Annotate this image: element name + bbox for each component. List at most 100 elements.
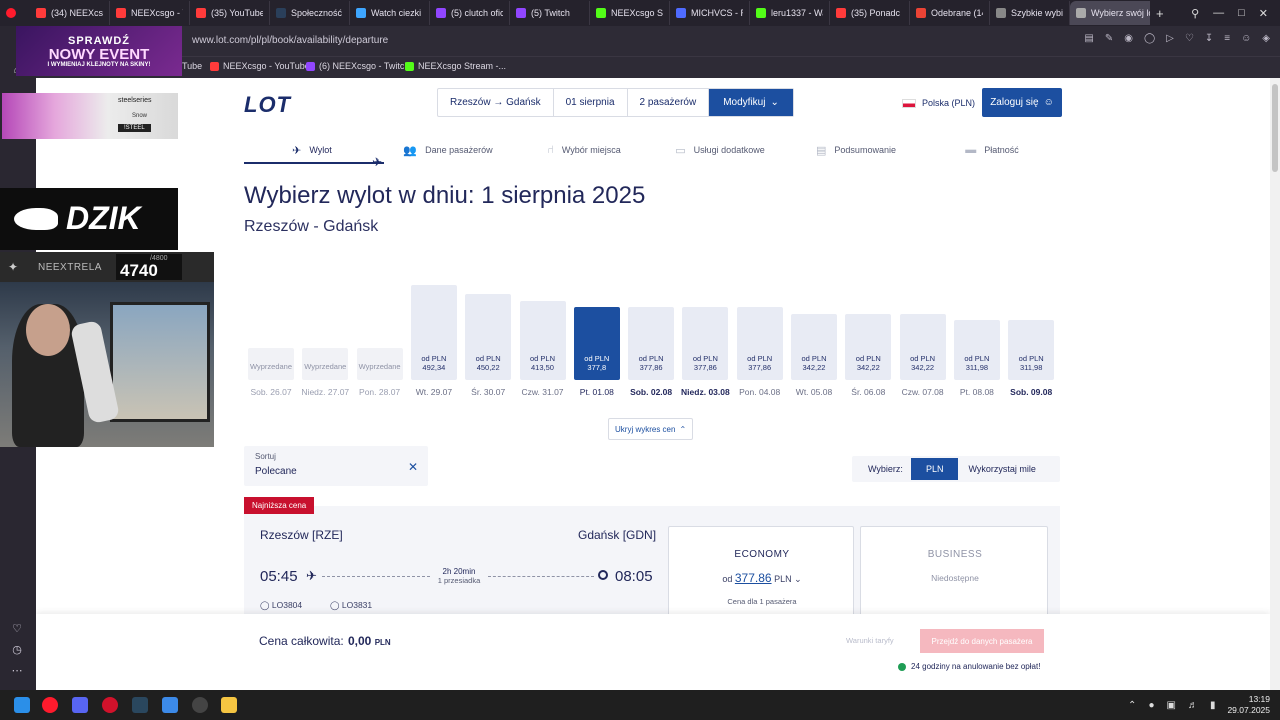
network-icon[interactable]: ▣ — [1166, 699, 1176, 711]
date-label[interactable]: Sob. 02.08 — [630, 387, 673, 397]
minimize-icon[interactable]: — — [1213, 7, 1225, 19]
heart-sidebar-icon[interactable]: ♡ — [12, 623, 22, 635]
date-label[interactable]: Niedz. 03.08 — [681, 387, 730, 397]
volume-icon[interactable]: ♬ — [1187, 699, 1198, 711]
flight-duration[interactable]: 2h 20min 1 przesiadka — [430, 567, 488, 585]
search-tabs-icon[interactable]: ⚲ — [1191, 7, 1200, 20]
discord-icon[interactable] — [72, 697, 88, 713]
sub-counter-max: /4800 — [150, 255, 168, 262]
use-miles-button[interactable]: Wykorzystaj mile — [968, 464, 1036, 474]
start-icon[interactable] — [14, 697, 30, 713]
language-selector[interactable]: Polska (PLN) — [902, 98, 975, 108]
date-label[interactable]: Czw. 07.08 — [901, 387, 944, 397]
opera-gx-icon[interactable] — [102, 697, 118, 713]
play-icon[interactable]: ▷ — [1166, 33, 1174, 44]
date-label[interactable]: Śr. 06.08 — [851, 387, 886, 397]
fare-conditions-link[interactable]: Warunki taryfy — [846, 636, 894, 645]
modify-button[interactable]: Modyfikuj ⌄ — [709, 89, 793, 116]
menu-icon[interactable]: ≡ — [1224, 33, 1231, 44]
bookmark[interactable]: (6) NEEXcsgo - Twitch — [306, 61, 409, 71]
battery-icon[interactable]: ▮ — [1209, 699, 1216, 711]
date-label[interactable]: Pt. 08.08 — [959, 387, 994, 397]
price-bar[interactable] — [953, 320, 1000, 380]
download-icon[interactable]: ↧ — [1204, 33, 1214, 44]
twitter-icon: ✦ — [8, 260, 19, 274]
maximize-icon[interactable]: □ — [1238, 7, 1245, 19]
price-bar[interactable] — [845, 314, 892, 380]
browser-tab[interactable]: leru1337 - Wat — [750, 1, 830, 25]
opera-icon[interactable] — [42, 697, 58, 713]
browser-tab[interactable]: MICHVCS - Roi — [670, 1, 750, 25]
date-label[interactable]: Wt. 29.07 — [415, 387, 453, 397]
price-bar[interactable] — [465, 294, 512, 380]
bookmark[interactable]: Tube — [182, 61, 202, 71]
price-bar[interactable] — [519, 301, 566, 380]
new-tab-button[interactable]: + — [1156, 5, 1164, 21]
profile-icon[interactable]: ☺ — [1241, 33, 1252, 44]
date-label[interactable]: Wt. 05.08 — [795, 387, 833, 397]
date-label[interactable]: Śr. 30.07 — [471, 387, 506, 397]
poland-flag-icon — [902, 98, 916, 108]
bookmark[interactable]: NEEXcsgo Stream -... — [405, 61, 506, 71]
price-bar[interactable] — [410, 285, 457, 380]
login-button[interactable]: Zaloguj się ☺ — [982, 88, 1062, 117]
price-bar[interactable] — [573, 307, 620, 380]
reader-icon[interactable]: ▤ — [1084, 33, 1094, 44]
date-label[interactable]: Pon. 04.08 — [739, 387, 781, 397]
browser-tab[interactable]: NEEXcsgo - Yo — [110, 1, 190, 25]
price-bar[interactable] — [899, 314, 946, 380]
date-label[interactable]: Czw. 31.07 — [521, 387, 564, 397]
browser-tab[interactable]: Wybierz swój lot | LOT.co× — [1070, 1, 1150, 25]
pln-button[interactable]: PLN — [910, 458, 959, 480]
price-bar[interactable] — [682, 307, 729, 380]
url-field[interactable]: www.lot.com/pl/pl/book/availability/depa… — [192, 35, 389, 46]
browser-tab[interactable]: NEEXcsgo Strea — [590, 1, 670, 25]
browser-tab[interactable]: Szybkie wybier — [990, 1, 1070, 25]
browser-tab[interactable]: (5) clutch oficja — [430, 1, 510, 25]
lot-logo[interactable]: LOT — [244, 92, 291, 117]
app-icon[interactable] — [162, 697, 178, 713]
extensions-icon[interactable]: ◈ — [1262, 33, 1270, 44]
bookmark[interactable]: NEEXcsgo - YouTube — [210, 61, 310, 71]
browser-tab[interactable]: (5) Twitch — [510, 1, 590, 25]
scrollbar-thumb[interactable] — [1272, 84, 1278, 172]
microphone-icon[interactable]: ● — [1148, 699, 1155, 711]
chevron-up-icon[interactable]: ⌃ — [1128, 699, 1137, 711]
economy-fare[interactable]: ECONOMY od 377.86 PLN ⌄ Cena dla 1 pasaż… — [668, 526, 854, 621]
price-bar[interactable] — [736, 307, 783, 380]
page-scrollbar[interactable] — [1270, 78, 1280, 690]
date-label[interactable]: Sob. 09.08 — [1010, 387, 1053, 397]
history-icon[interactable]: ◷ — [12, 644, 22, 656]
price-bar[interactable] — [1008, 320, 1055, 380]
route-segment[interactable]: Rzeszów → Gdańsk — [438, 89, 554, 116]
continue-button[interactable]: Przejdź do danych pasażera — [920, 629, 1044, 653]
browser-tab[interactable]: (35) Ponadc — [830, 1, 910, 25]
browser-tab[interactable]: Watch ciezki rc — [350, 1, 430, 25]
date-label[interactable]: Pt. 01.08 — [579, 387, 614, 397]
camera-icon[interactable]: ◉ — [1124, 33, 1133, 44]
file-explorer-icon[interactable] — [221, 697, 237, 713]
price-bar[interactable] — [791, 314, 837, 380]
app-icon[interactable] — [192, 697, 208, 713]
browser-tab[interactable]: Odebrane (14 — [910, 1, 990, 25]
tab-favicon-icon — [996, 8, 1006, 18]
edit-icon[interactable]: ✎ — [1104, 33, 1114, 44]
browser-tab[interactable]: Społeczność St — [270, 1, 350, 25]
shield-icon[interactable]: ◯ — [1143, 33, 1156, 44]
tab-favicon-icon — [676, 8, 686, 18]
steam-icon[interactable] — [132, 697, 148, 713]
heart-icon[interactable]: ♡ — [1184, 33, 1194, 44]
close-window-icon[interactable]: ✕ — [1258, 7, 1268, 20]
hide-chart-button[interactable]: Ukryj wykres cen ⌃ — [608, 418, 694, 440]
sort-select[interactable]: Sortuj Polecane ✕ — [244, 446, 428, 486]
clear-sort-icon[interactable]: ✕ — [407, 460, 418, 474]
date-segment[interactable]: 01 sierpnia — [554, 89, 628, 116]
browser-tab[interactable]: (35) YouTube — [190, 1, 270, 25]
clock[interactable]: 13:19 29.07.2025 — [1227, 694, 1270, 716]
price-bar[interactable] — [628, 307, 675, 380]
more-icon[interactable]: ⋯ — [11, 665, 23, 677]
clock-time: 13:19 — [1248, 694, 1270, 704]
opera-menu-button[interactable] — [0, 1, 30, 25]
browser-tab[interactable]: (34) NEEXcsgo — [30, 1, 110, 25]
passengers-segment[interactable]: 2 pasażerów — [628, 89, 710, 116]
